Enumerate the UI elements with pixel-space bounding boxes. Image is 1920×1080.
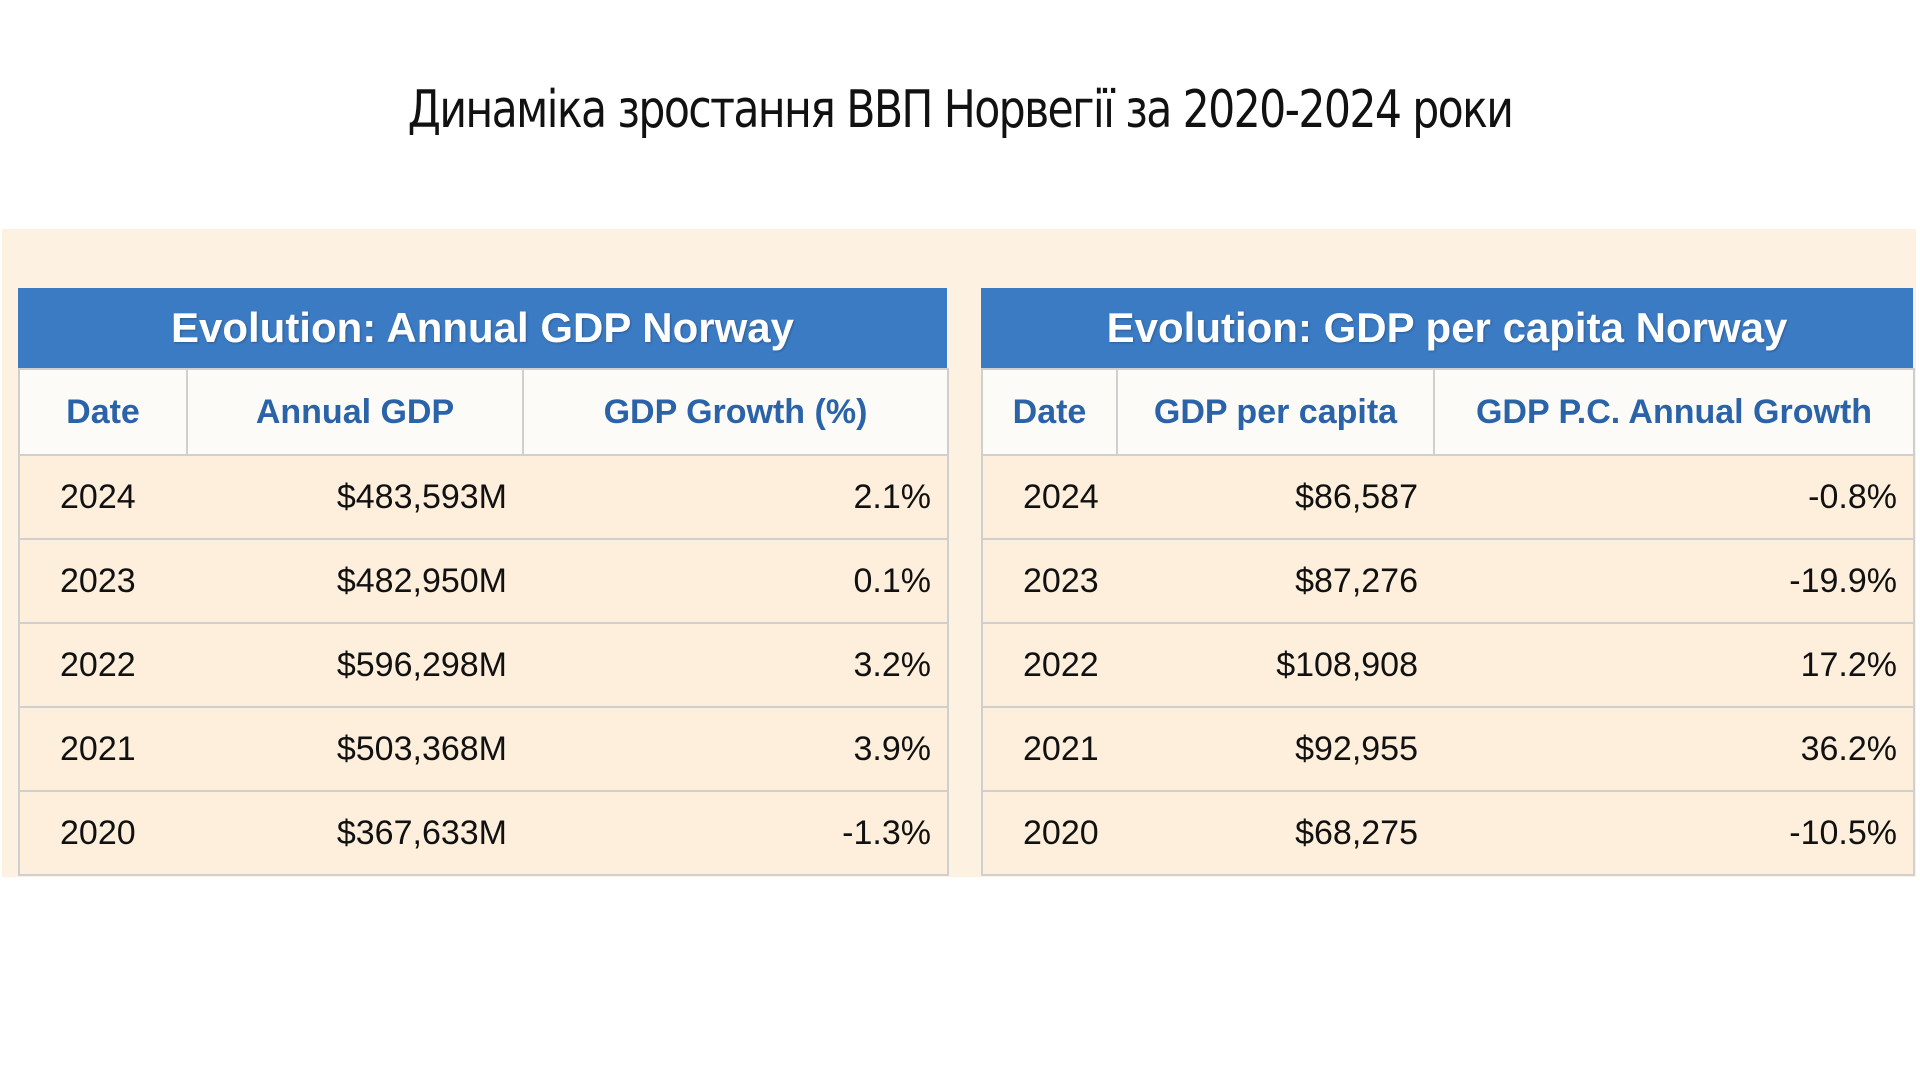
growth-cell: 0.1%: [523, 538, 949, 624]
growth-cell: -19.9%: [1434, 538, 1915, 624]
value-cell: $86,587: [1117, 454, 1434, 540]
date-cell: 2024: [18, 454, 187, 540]
data-table: Date Annual GDP GDP Growth (%) 2024 $483…: [18, 368, 949, 876]
date-cell: 2024: [981, 454, 1117, 540]
growth-cell: 3.2%: [523, 622, 949, 708]
date-cell: 2023: [981, 538, 1117, 624]
value-cell: $87,276: [1117, 538, 1434, 624]
value-cell: $596,298M: [187, 622, 523, 708]
growth-cell: 17.2%: [1434, 622, 1915, 708]
date-cell: 2021: [981, 706, 1117, 792]
table-title: Evolution: GDP per capita Norway: [981, 288, 1913, 368]
table-row: 2024 $483,593M 2.1%: [18, 454, 949, 540]
data-table: Date GDP per capita GDP P.C. Annual Grow…: [981, 368, 1915, 876]
column-header-annual-gdp: Annual GDP: [186, 368, 524, 456]
value-cell: $92,955: [1117, 706, 1434, 792]
date-cell: 2021: [18, 706, 187, 792]
growth-cell: -0.8%: [1434, 454, 1915, 540]
table-row: 2023 $482,950M 0.1%: [18, 538, 949, 624]
column-header-gdp-growth: GDP Growth (%): [522, 368, 949, 456]
column-header-date: Date: [18, 368, 188, 456]
growth-cell: 3.9%: [523, 706, 949, 792]
gdp-per-capita-table: Evolution: GDP per capita Norway Date GD…: [981, 288, 1915, 876]
value-cell: $108,908: [1117, 622, 1434, 708]
date-cell: 2022: [18, 622, 187, 708]
value-cell: $68,275: [1117, 790, 1434, 876]
page-title: Динаміка зростання ВВП Норвегії за 2020-…: [407, 80, 1514, 140]
column-header-gdp-per-capita: GDP per capita: [1116, 368, 1435, 456]
date-cell: 2022: [981, 622, 1117, 708]
growth-cell: -1.3%: [523, 790, 949, 876]
date-cell: 2023: [18, 538, 187, 624]
table-row: 2020 $367,633M -1.3%: [18, 790, 949, 876]
table-row: 2022 $596,298M 3.2%: [18, 622, 949, 708]
table-title: Evolution: Annual GDP Norway: [18, 288, 947, 368]
value-cell: $483,593M: [187, 454, 523, 540]
table-row: 2023 $87,276 -19.9%: [981, 538, 1915, 624]
value-cell: $367,633M: [187, 790, 523, 876]
value-cell: $482,950M: [187, 538, 523, 624]
annual-gdp-table: Evolution: Annual GDP Norway Date Annual…: [18, 288, 949, 876]
header-row: Date GDP per capita GDP P.C. Annual Grow…: [981, 368, 1915, 456]
growth-cell: -10.5%: [1434, 790, 1915, 876]
column-header-gdp-pc-growth: GDP P.C. Annual Growth: [1433, 368, 1915, 456]
date-cell: 2020: [18, 790, 187, 876]
header-row: Date Annual GDP GDP Growth (%): [18, 368, 949, 456]
growth-cell: 36.2%: [1434, 706, 1915, 792]
table-row: 2022 $108,908 17.2%: [981, 622, 1915, 708]
value-cell: $503,368M: [187, 706, 523, 792]
table-row: 2024 $86,587 -0.8%: [981, 454, 1915, 540]
table-row: 2020 $68,275 -10.5%: [981, 790, 1915, 876]
growth-cell: 2.1%: [523, 454, 949, 540]
date-cell: 2020: [981, 790, 1117, 876]
table-row: 2021 $92,955 36.2%: [981, 706, 1915, 792]
column-header-date: Date: [981, 368, 1118, 456]
table-row: 2021 $503,368M 3.9%: [18, 706, 949, 792]
